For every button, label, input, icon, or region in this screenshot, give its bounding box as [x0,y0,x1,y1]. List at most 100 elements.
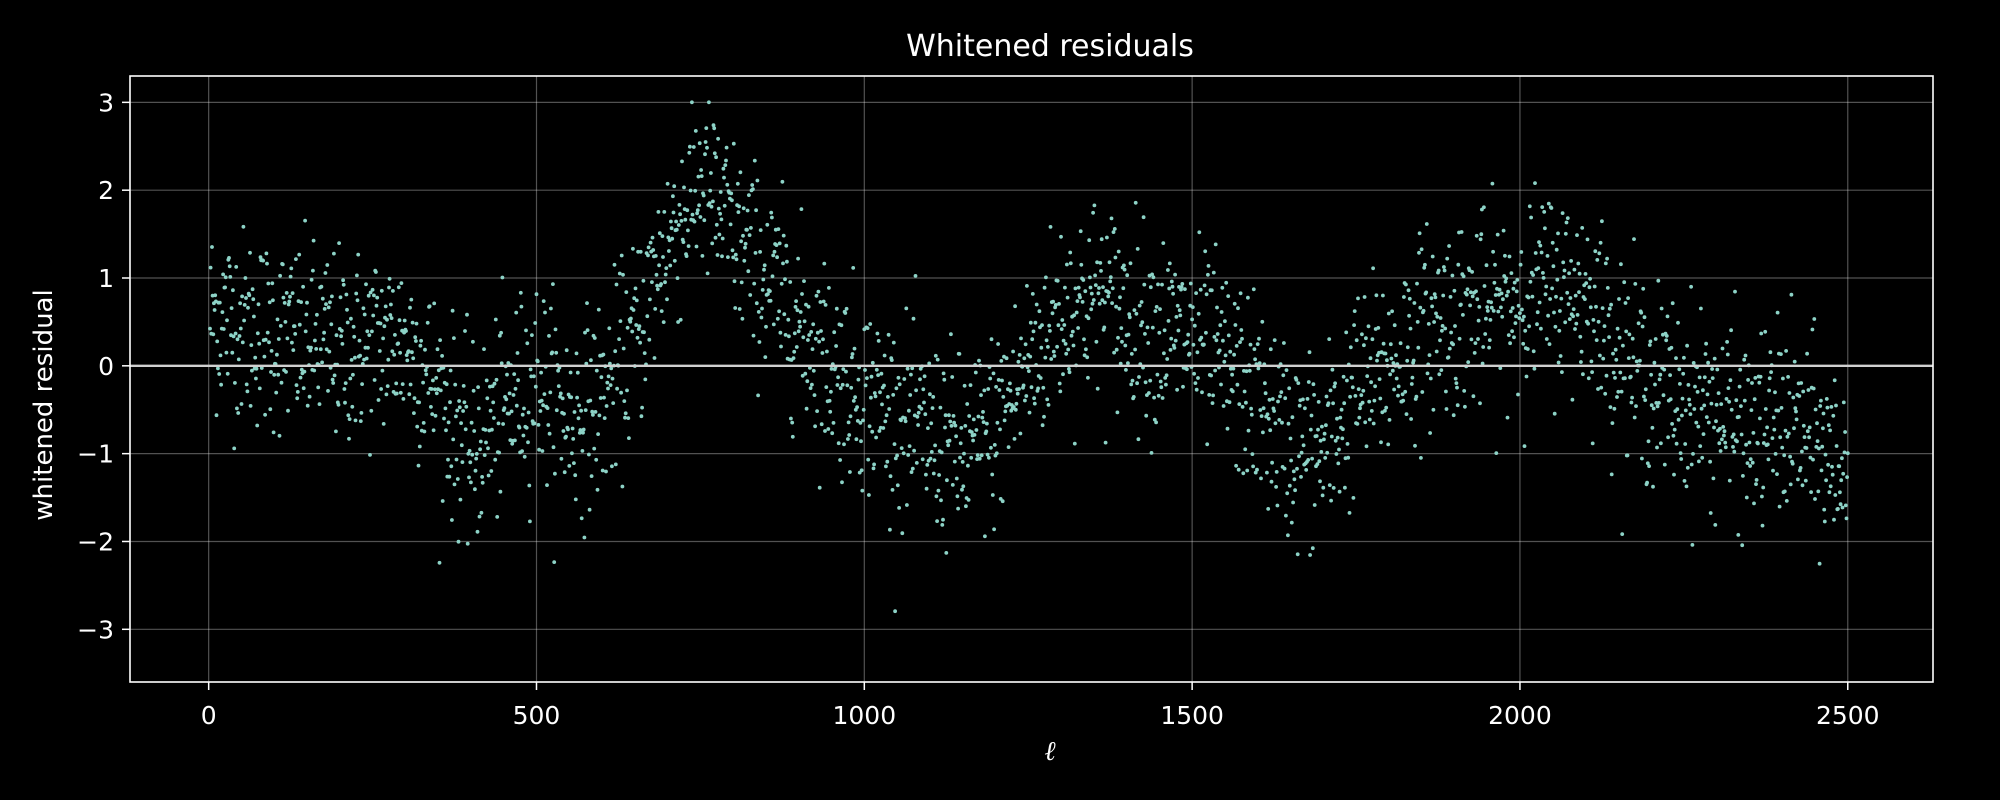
scatter-point [676,223,681,227]
scatter-point [492,381,497,386]
scatter-point [728,222,733,227]
scatter-point [513,386,518,391]
scatter-point [1512,280,1517,285]
scatter-point [1522,314,1526,319]
scatter-point [572,410,577,414]
scatter-point [1616,389,1621,394]
scatter-point [1805,429,1810,434]
scatter-point [1744,495,1749,500]
scatter-point [771,322,776,327]
scatter-point [1640,456,1644,461]
scatter-point [1330,367,1335,372]
scatter-point [344,292,349,297]
scatter-point [971,417,976,422]
scatter-point [412,411,416,415]
scatter-point [1683,442,1688,446]
scatter-point [1319,450,1324,454]
scatter-point [729,191,734,196]
scatter-point [290,340,294,345]
scatter-point [802,279,806,283]
scatter-point [1407,313,1411,318]
scatter-point [217,372,222,376]
scatter-point [1787,391,1792,395]
scatter-point [371,313,376,318]
scatter-point [471,388,476,393]
scatter-point [923,412,928,417]
scatter-point [1437,372,1442,377]
scatter-point [454,457,459,462]
scatter-point [1209,373,1213,378]
scatter-point [1704,341,1708,346]
scatter-point [1797,394,1802,398]
scatter-point [671,194,675,199]
scatter-point [648,297,652,302]
scatter-point [1760,523,1765,528]
scatter-point [943,413,948,418]
scatter-point [354,291,359,296]
scatter-point [1775,310,1780,315]
scatter-point [1340,436,1345,441]
scatter-point [1482,205,1486,210]
x-tick-label: 500 [513,701,561,730]
scatter-point [613,462,618,467]
scatter-point [1162,351,1166,356]
scatter-point [1059,327,1064,331]
scatter-point [1588,305,1593,310]
scatter-point [699,168,703,172]
scatter-point [1046,345,1050,349]
scatter-point [1708,511,1713,515]
scatter-point [884,464,888,469]
scatter-point [536,423,541,427]
scatter-point [1740,543,1745,548]
scatter-point [1671,433,1676,438]
scatter-point [1093,273,1097,278]
scatter-point [505,372,509,377]
scatter-point [1331,486,1336,490]
scatter-point [891,393,896,397]
scatter-point [1416,345,1421,350]
scatter-point [1552,310,1556,315]
scatter-point [1217,348,1222,353]
scatter-point [914,461,919,465]
scatter-point [1352,309,1357,313]
scatter-point [698,215,703,219]
scatter-point [271,298,275,303]
scatter-point [672,184,677,189]
scatter-point [1619,262,1623,267]
scatter-point [960,487,964,492]
scatter-point [412,396,417,401]
scatter-point [455,408,460,413]
scatter-point [331,381,336,385]
scatter-point [731,141,736,146]
scatter-point [1385,358,1389,363]
scatter-point [1194,291,1198,295]
scatter-point [440,499,445,503]
scatter-point [562,470,567,475]
scatter-point [1285,491,1290,496]
scatter-point [419,338,423,343]
scatter-point [1252,347,1257,351]
scatter-point [1601,356,1606,361]
scatter-point [599,375,604,380]
scatter-point [1070,329,1075,334]
scatter-point [867,424,872,429]
scatter-point [1584,281,1589,285]
scatter-point [1387,418,1392,422]
scatter-point [1080,300,1085,304]
scatter-point [465,541,470,546]
scatter-point [411,356,416,361]
scatter-point [665,297,669,302]
scatter-point [1765,442,1770,447]
scatter-point [1251,464,1255,469]
scatter-point [1653,382,1657,387]
scatter-point [1675,407,1680,412]
scatter-point [899,418,903,423]
scatter-point [758,250,762,254]
scatter-point [819,329,823,333]
scatter-point [1333,438,1338,443]
scatter-point [881,426,886,430]
scatter-point [1647,343,1652,347]
scatter-point [579,408,583,413]
scatter-point [1132,308,1137,312]
scatter-point [1545,254,1550,258]
